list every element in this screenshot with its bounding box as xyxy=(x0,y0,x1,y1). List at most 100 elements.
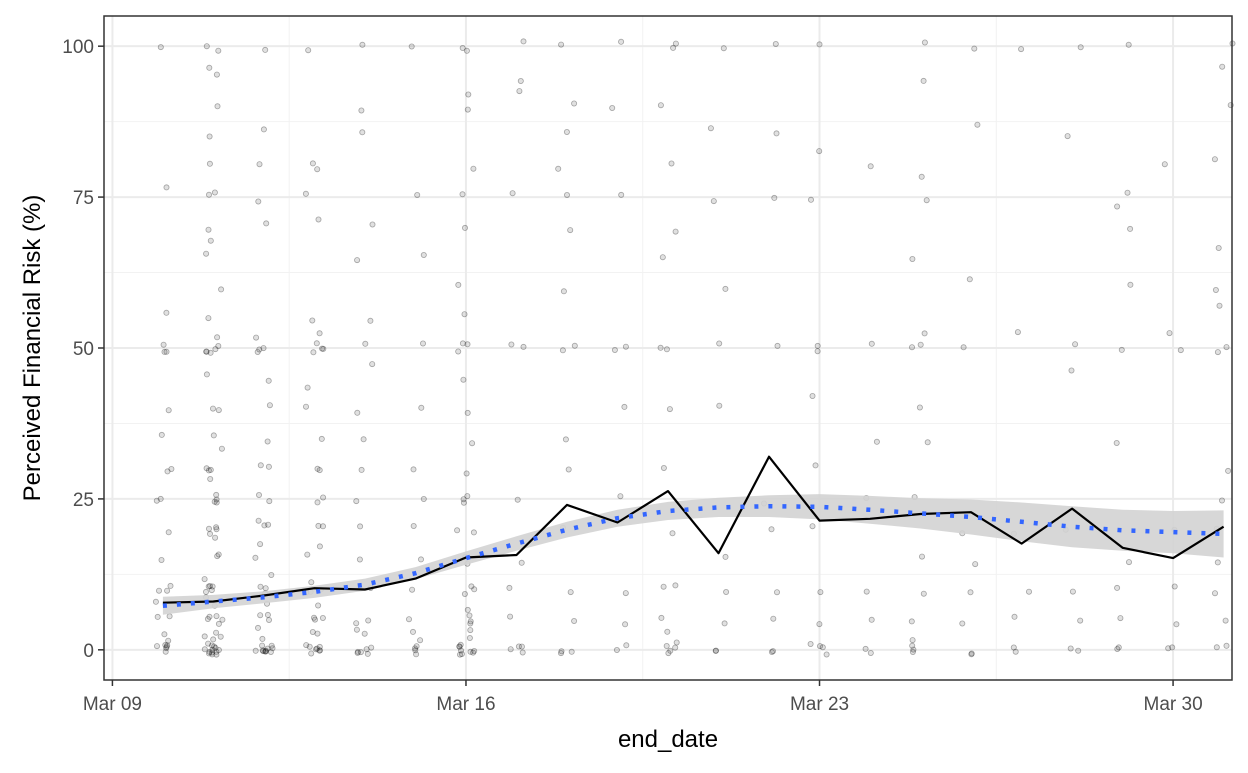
data-point xyxy=(218,445,225,452)
data-point xyxy=(213,71,220,78)
data-point xyxy=(507,646,514,653)
data-point xyxy=(1113,439,1120,446)
data-point xyxy=(207,349,214,356)
data-point xyxy=(1118,346,1125,353)
data-point xyxy=(1211,156,1218,163)
data-point xyxy=(1222,617,1229,624)
data-point xyxy=(921,39,928,46)
data-point xyxy=(672,582,679,589)
data-point xyxy=(162,648,169,655)
data-point xyxy=(966,276,973,283)
data-point xyxy=(565,466,572,473)
data-point xyxy=(269,645,276,652)
data-point xyxy=(358,107,365,114)
data-point xyxy=(357,649,364,656)
data-point xyxy=(470,529,477,536)
data-point xyxy=(165,529,172,536)
data-point xyxy=(555,165,562,172)
data-point xyxy=(260,648,267,655)
data-point xyxy=(823,651,830,658)
data-point xyxy=(361,630,368,637)
data-point xyxy=(467,627,474,634)
response-points xyxy=(152,38,1236,658)
data-point xyxy=(315,522,322,529)
data-point xyxy=(204,616,211,623)
major-gridlines xyxy=(104,16,1232,680)
data-point xyxy=(1165,645,1172,652)
data-point xyxy=(368,644,375,651)
data-point xyxy=(520,343,527,350)
data-point xyxy=(817,589,824,596)
data-point xyxy=(268,572,275,579)
data-point xyxy=(205,226,212,233)
data-point xyxy=(206,613,213,620)
data-point xyxy=(152,598,159,605)
data-point xyxy=(354,409,361,416)
data-point xyxy=(455,348,462,355)
data-point xyxy=(809,523,816,530)
data-point xyxy=(359,129,366,136)
data-point xyxy=(164,642,171,649)
data-point xyxy=(262,647,269,654)
data-point xyxy=(873,438,880,445)
data-point xyxy=(414,191,421,198)
y-tick-label: 100 xyxy=(62,37,94,58)
data-point xyxy=(163,643,170,650)
data-point xyxy=(1114,646,1121,653)
data-point xyxy=(509,190,516,197)
data-point xyxy=(623,642,630,649)
y-axis: 0 25 50 75 100 xyxy=(62,37,104,662)
data-point xyxy=(508,341,515,348)
data-point xyxy=(209,646,216,653)
data-point xyxy=(772,41,779,48)
data-point xyxy=(1214,349,1221,356)
data-point xyxy=(968,650,975,657)
data-point xyxy=(1219,63,1226,70)
data-point xyxy=(559,347,566,354)
data-point xyxy=(670,44,677,51)
data-point xyxy=(1212,286,1219,293)
data-point xyxy=(617,493,624,500)
data-point xyxy=(568,648,575,655)
data-point xyxy=(210,432,217,439)
data-point xyxy=(517,78,524,85)
data-point xyxy=(210,636,217,643)
data-point xyxy=(520,38,527,45)
x-tick-label: Mar 09 xyxy=(83,694,142,715)
data-point xyxy=(267,649,274,656)
data-point xyxy=(163,348,170,355)
data-point xyxy=(168,465,175,472)
data-point xyxy=(265,521,272,528)
data-point xyxy=(659,254,666,261)
data-point xyxy=(153,643,160,650)
data-point xyxy=(253,334,260,341)
data-point xyxy=(469,440,476,447)
data-point xyxy=(920,590,927,597)
data-point xyxy=(466,635,473,642)
data-point xyxy=(257,612,264,619)
data-point xyxy=(722,285,729,292)
data-point xyxy=(165,637,172,644)
data-point xyxy=(207,475,214,482)
data-point xyxy=(356,556,363,563)
data-point xyxy=(157,495,164,502)
x-axis: Mar 09 Mar 16 Mar 23 Mar 30 xyxy=(83,680,1203,715)
data-point xyxy=(960,344,967,351)
data-point xyxy=(157,44,164,51)
data-point xyxy=(162,642,169,649)
data-point xyxy=(205,315,212,322)
data-point xyxy=(312,646,319,653)
data-point xyxy=(1169,644,1176,651)
data-point xyxy=(163,309,170,316)
data-point xyxy=(304,384,311,391)
data-point xyxy=(862,645,869,652)
data-point xyxy=(257,541,264,548)
data-point xyxy=(205,650,212,657)
data-point xyxy=(774,589,781,596)
data-point xyxy=(909,344,916,351)
data-point xyxy=(773,130,780,137)
data-point xyxy=(863,588,870,595)
data-point xyxy=(1072,341,1079,348)
data-point xyxy=(713,647,720,654)
data-point xyxy=(971,45,978,52)
